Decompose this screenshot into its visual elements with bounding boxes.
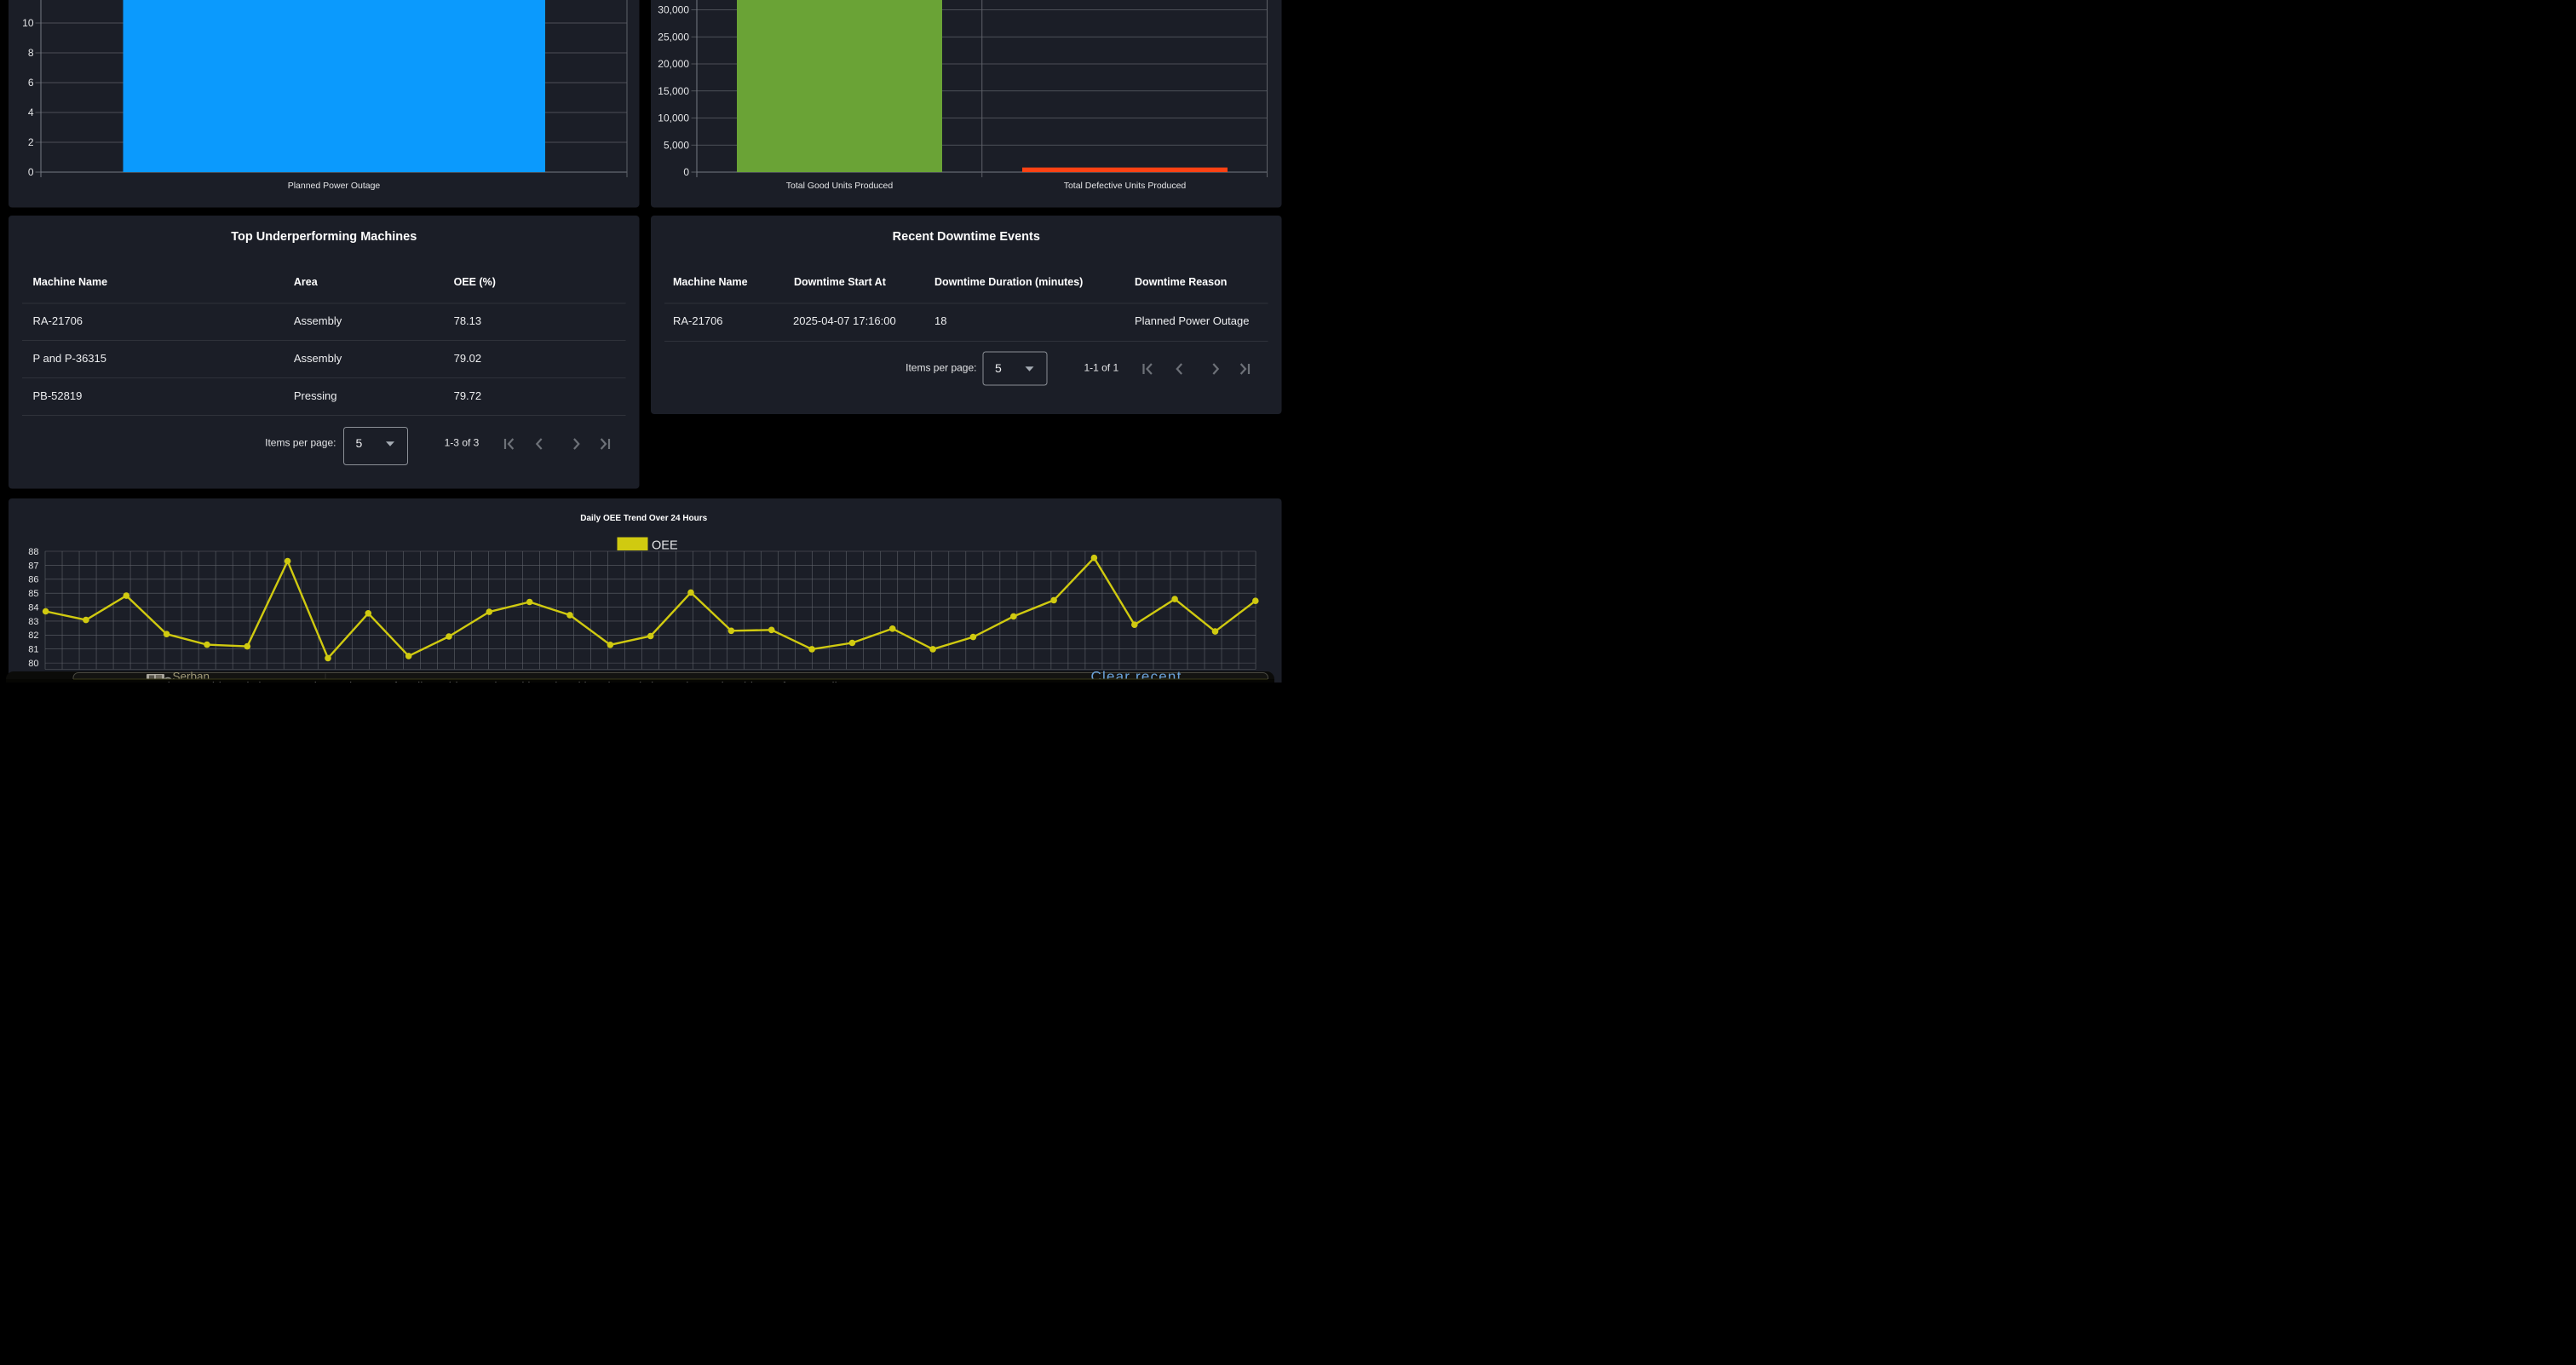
- svg-text:Planned Power Outage: Planned Power Outage: [1135, 314, 1249, 327]
- svg-text:Pressing: Pressing: [294, 389, 337, 402]
- svg-text:88: 88: [28, 547, 38, 557]
- svg-text:Total Defective Units Produced: Total Defective Units Produced: [1064, 181, 1187, 191]
- svg-text:1-3 of 3: 1-3 of 3: [445, 437, 480, 449]
- svg-text:Assembly: Assembly: [294, 314, 342, 327]
- svg-text:P and P-36315: P and P-36315: [33, 352, 107, 365]
- svg-text:Downtime Reason: Downtime Reason: [1135, 276, 1227, 288]
- svg-text:85: 85: [28, 589, 38, 599]
- svg-text:1-1 of 1: 1-1 of 1: [1084, 362, 1118, 374]
- svg-text:83: 83: [28, 617, 38, 627]
- svg-text:Area: Area: [294, 276, 319, 288]
- svg-text:4: 4: [28, 107, 34, 118]
- svg-text:5,000: 5,000: [664, 139, 689, 151]
- svg-text:Serban Dashboards latest metri: Serban Dashboards latest metrics and eve…: [149, 680, 851, 683]
- svg-text:82: 82: [28, 631, 38, 641]
- svg-text:Daily OEE Trend Over 24 Hours: Daily OEE Trend Over 24 Hours: [580, 514, 707, 523]
- svg-text:Machine Name: Machine Name: [33, 276, 108, 288]
- svg-text:PB-52819: PB-52819: [33, 389, 83, 402]
- svg-text:RA-21706: RA-21706: [33, 314, 83, 327]
- svg-text:5: 5: [995, 361, 1002, 375]
- svg-text:15,000: 15,000: [658, 85, 689, 97]
- svg-text:10,000: 10,000: [658, 112, 689, 124]
- svg-text:25,000: 25,000: [658, 31, 689, 43]
- svg-text:Top Underperforming Machines: Top Underperforming Machines: [231, 230, 417, 244]
- svg-text:86: 86: [28, 575, 38, 585]
- svg-text:Machine Name: Machine Name: [673, 276, 748, 288]
- svg-text:81: 81: [28, 645, 38, 655]
- svg-text:Downtime Duration (minutes): Downtime Duration (minutes): [934, 276, 1083, 288]
- svg-text:80: 80: [28, 659, 38, 669]
- svg-text:Assembly: Assembly: [294, 352, 342, 365]
- svg-text:20,000: 20,000: [658, 58, 689, 70]
- svg-text:78.13: 78.13: [454, 314, 482, 327]
- svg-text:Planned Power Outage: Planned Power Outage: [288, 181, 381, 191]
- svg-text:84: 84: [28, 602, 38, 613]
- svg-text:87: 87: [28, 561, 38, 571]
- svg-text:Downtime Start At: Downtime Start At: [794, 276, 887, 288]
- svg-text:Recent Downtime Events: Recent Downtime Events: [893, 230, 1040, 244]
- svg-text:5: 5: [356, 436, 363, 450]
- svg-text:0: 0: [28, 166, 34, 178]
- svg-text:18: 18: [934, 314, 946, 327]
- svg-text:2: 2: [28, 136, 34, 148]
- svg-text:79.72: 79.72: [454, 389, 482, 402]
- svg-text:8: 8: [28, 47, 34, 59]
- svg-text:Total Good Units Produced: Total Good Units Produced: [786, 181, 894, 191]
- svg-text:2025-04-07 17:16:00: 2025-04-07 17:16:00: [793, 314, 896, 327]
- svg-text:Items per page:: Items per page:: [265, 437, 336, 449]
- svg-text:6: 6: [28, 77, 34, 89]
- svg-text:OEE (%): OEE (%): [454, 276, 496, 288]
- svg-text:Items per page:: Items per page:: [906, 362, 976, 374]
- svg-text:10: 10: [22, 17, 34, 29]
- svg-text:30,000: 30,000: [658, 4, 689, 16]
- svg-text:OEE: OEE: [652, 539, 678, 553]
- svg-text:0: 0: [683, 166, 689, 178]
- svg-text:79.02: 79.02: [454, 352, 482, 365]
- svg-text:RA-21706: RA-21706: [673, 314, 723, 327]
